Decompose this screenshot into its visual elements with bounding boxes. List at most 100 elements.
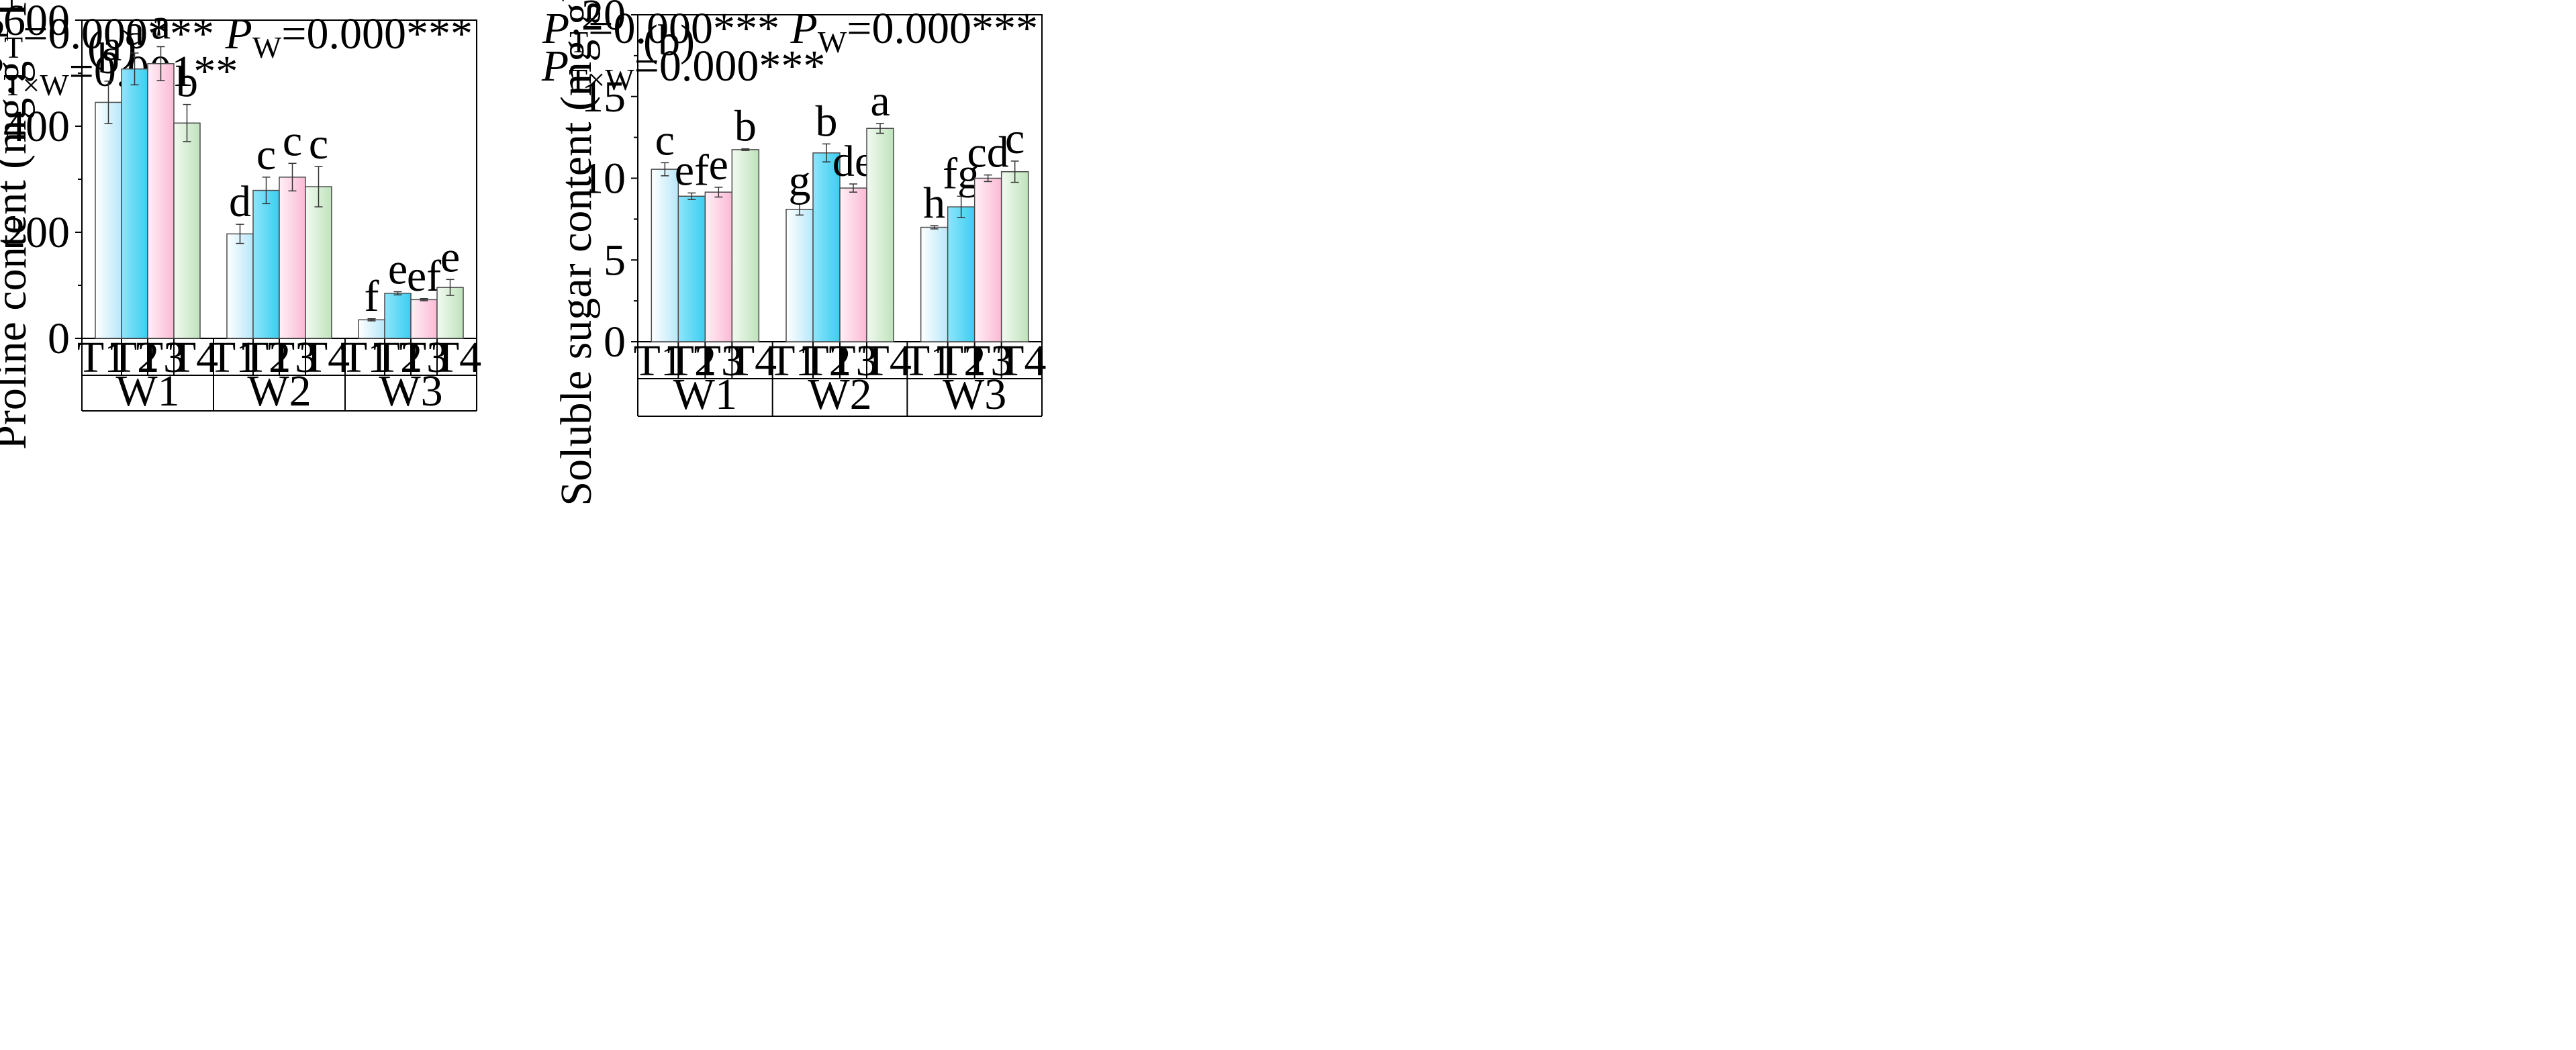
bar-w1-t3 [704,191,733,342]
category-label: T2 [373,333,422,382]
category-label: T3 [963,336,1012,385]
p-subscript: T×W [569,62,634,97]
bar-w1-t3 [147,63,175,339]
y-tick-label: 600 [3,0,70,45]
category-label: T4 [728,336,777,385]
p-subscript: T×W [3,68,69,102]
bar-w1-t1 [95,101,122,339]
significance-label: d [229,177,251,226]
p-value: =0.000*** [281,9,473,58]
bar-w1-t4 [173,122,201,339]
category-label: T1 [209,333,258,382]
significance-label: ef [407,252,441,301]
significance-label: c [256,130,276,179]
category-label: T3 [399,333,448,382]
p-symbol: P [0,47,3,96]
bar-w1-t2 [121,68,148,339]
category-label: T1 [768,336,817,385]
y-tick-label: 400 [3,102,70,151]
significance-label: a [151,0,171,49]
y-axis-title: Soluble sugar content (mg·g−1 FW) [546,0,601,506]
category-label: T1 [903,336,952,385]
category-label: T4 [169,333,218,382]
y-axis-title-main: Soluble sugar content (mg·g [552,3,601,506]
category-label: T1 [634,336,683,385]
bar-w2-t1 [226,233,254,339]
group-label: W3 [943,370,1006,419]
category-label: T3 [268,333,317,382]
bar-w3-t4 [1000,171,1029,342]
bar-w3-t3 [973,177,1002,342]
p-value-annotation: PT×W=0.000*** [541,42,826,97]
significance-label: e [709,140,728,189]
p-symbol: P [225,9,252,58]
significance-label: fg [943,149,980,198]
y-tick-label: 200 [3,208,70,257]
bar-w3-t3 [410,299,438,339]
significance-label: f [365,272,379,321]
significance-label: g [789,156,811,205]
p-value: =0.000*** [588,4,779,53]
y-axis-title-sup: −1 [546,0,580,3]
significance-label: b [97,34,120,83]
p-symbol: P [0,9,4,58]
y-axis-title-tail: FW) [0,0,36,28]
y-axis-title-main: Proline content (mg·g [0,61,36,450]
p-subscript: W [252,30,282,64]
bar-w2-t4 [305,186,332,339]
y-tick-label: 0 [48,314,70,363]
p-symbol: P [790,4,818,53]
category-label: T4 [301,333,350,382]
p-symbol: P [542,4,569,53]
group-label: W1 [115,367,179,416]
y-axis-title: Proline content (mg·g−1 FW) [0,0,36,450]
p-value-annotation: PT=0.000*** PW=0.000*** [542,4,1038,59]
p-value: =0.000*** [23,9,214,58]
category-label: T2 [667,336,716,385]
panel-label: (a) [87,21,136,70]
significance-label: e [440,232,460,281]
significance-label: c [655,115,675,164]
y-tick-label: 10 [581,154,626,203]
group-label: W3 [379,367,442,416]
p-value: =0.000*** [847,4,1038,53]
group-label: W1 [673,370,737,419]
significance-label: cd [967,128,1009,177]
y-tick-label: 5 [604,236,626,285]
bar-w2-t2 [812,152,841,342]
category-label: T2 [802,336,851,385]
significance-label: b [734,102,757,151]
category-label: T2 [110,333,159,382]
bar-w2-t3 [279,177,306,339]
bar-w1-t4 [731,149,760,342]
group-label: W2 [247,367,311,416]
significance-label: c [309,120,328,169]
category-label: T2 [937,336,986,385]
significance-label: a [125,6,144,55]
significance-label: b [176,58,198,107]
bar-w2-t2 [252,189,280,339]
p-subscript: T [569,25,588,59]
category-label: T1 [340,333,389,382]
bar-w2-t4 [866,128,894,342]
bar-w2-t3 [839,187,867,342]
group-label: W2 [808,370,871,419]
category-label: T3 [136,333,185,382]
bar-w2-t1 [785,209,814,342]
category-label: T4 [432,333,481,382]
significance-label: e [388,244,408,293]
category-label: T1 [77,333,126,382]
y-tick-label: 15 [581,73,626,122]
significance-label: h [923,179,945,228]
significance-label: b [816,97,838,146]
category-label: T3 [828,336,877,385]
p-symbol: P [541,42,569,91]
category-label: T4 [997,336,1046,385]
panel-label: (b) [643,16,695,65]
y-tick-label: 20 [581,0,626,40]
bar-w3-t2 [947,206,975,342]
p-value-annotation: PT=0.000*** PW=0.000*** [0,9,473,64]
